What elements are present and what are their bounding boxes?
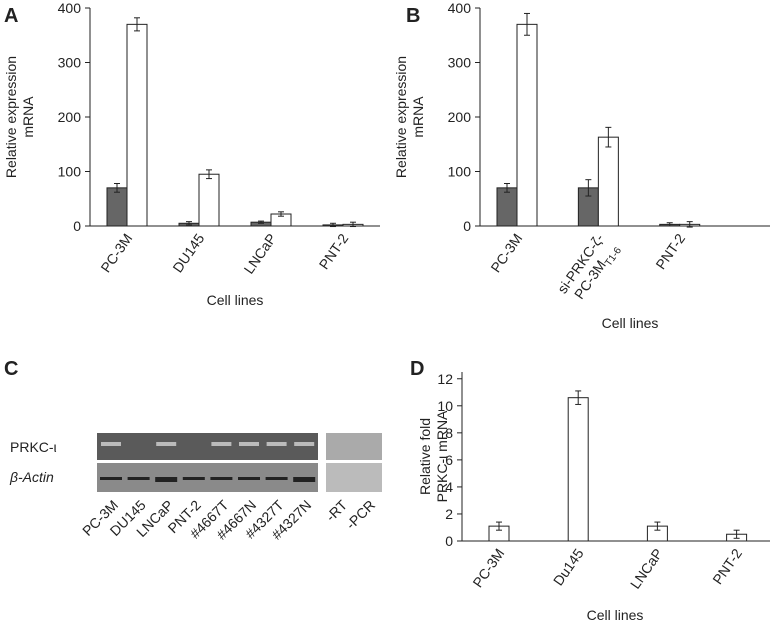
- bar: [516, 23, 538, 227]
- y-tick-label: 200: [448, 109, 472, 125]
- y-axis-label: Relative expressionmRNA: [3, 56, 36, 178]
- y-tick-label: 12: [437, 371, 453, 387]
- y-axis-label-line: Relative fold: [417, 418, 433, 495]
- x-tick-label: PNT-2: [652, 230, 688, 272]
- panel-letter: B: [406, 5, 420, 27]
- y-tick-label: 10: [437, 398, 453, 414]
- error-bar: [686, 221, 693, 228]
- bar: [567, 397, 589, 542]
- band: [211, 442, 232, 446]
- error-bar: [605, 126, 612, 148]
- y-tick-label: 200: [58, 109, 82, 125]
- y-tick-label: 300: [58, 55, 82, 71]
- y-tick-label: 6: [445, 452, 453, 468]
- x-tick-label: LNCaP: [240, 231, 279, 277]
- y-axis-label-line: Relative expression: [393, 56, 409, 178]
- x-tick-label: PC-3M: [469, 546, 507, 591]
- error-bar: [350, 221, 356, 228]
- gel-row: [326, 433, 382, 460]
- panel-letter: C: [4, 358, 18, 380]
- band: [239, 442, 259, 446]
- y-tick-label: 8: [445, 425, 453, 441]
- x-axis-label: Cell lines: [587, 607, 644, 623]
- band: [127, 477, 150, 480]
- panel-letter: A: [4, 5, 18, 27]
- x-tick-label: si-PRKC-ζ-PC-3MT1-6: [554, 230, 624, 308]
- band: [265, 477, 288, 480]
- y-tick-label: 100: [448, 164, 472, 180]
- y-tick-label: 2: [445, 506, 453, 522]
- y-axis-label-line: PRKC-ι mRNA: [434, 410, 450, 502]
- band: [266, 442, 287, 446]
- error-bar: [114, 182, 120, 193]
- error-bar: [504, 182, 510, 193]
- error-bar: [654, 521, 661, 531]
- error-bar: [496, 521, 502, 531]
- band: [182, 477, 205, 480]
- y-tick-label: 100: [58, 164, 82, 180]
- error-bar: [666, 222, 673, 227]
- error-bar: [330, 222, 336, 228]
- y-tick-label: 0: [73, 218, 81, 234]
- x-tick-label: PC-3M: [487, 231, 525, 276]
- y-axis-label: Relative expressionmRNA: [393, 56, 426, 178]
- error-bar: [585, 179, 592, 197]
- x-axis-label: Cell lines: [602, 315, 659, 331]
- gel-row: [97, 433, 318, 460]
- band: [101, 442, 121, 446]
- x-axis-label: Cell lines: [207, 292, 264, 308]
- x-tick-label: DU145: [169, 230, 207, 275]
- y-axis-label: Relative foldPRKC-ι mRNA: [417, 410, 450, 502]
- y-tick-label: 300: [448, 55, 472, 71]
- bar: [597, 136, 619, 227]
- gel-row-label: β-Actin: [9, 469, 54, 485]
- bar: [126, 23, 148, 227]
- panel-letter: D: [410, 358, 424, 380]
- band: [156, 442, 177, 446]
- x-tick-label: Du145: [550, 545, 587, 588]
- x-tick-label: PC-3M: [97, 231, 135, 276]
- x-tick-label: PNT-2: [316, 230, 352, 272]
- y-tick-label: 0: [463, 218, 471, 234]
- error-bar: [134, 17, 140, 32]
- error-bar: [258, 220, 264, 224]
- gel-row: [326, 463, 382, 492]
- bar: [106, 187, 128, 227]
- band: [100, 477, 122, 480]
- error-bar: [733, 529, 740, 539]
- band: [210, 477, 233, 480]
- y-tick-label: 4: [445, 479, 453, 495]
- y-axis-label-line: Relative expression: [3, 56, 19, 178]
- y-axis-label-line: mRNA: [410, 96, 426, 138]
- error-bar: [278, 211, 284, 217]
- y-tick-label: 400: [58, 0, 82, 16]
- lane-label: -PCR: [343, 497, 379, 533]
- band: [294, 442, 315, 446]
- bar: [496, 187, 518, 227]
- y-tick-label: 400: [448, 0, 472, 16]
- bar: [198, 173, 220, 227]
- x-tick-label-sub: T1-6: [603, 245, 624, 269]
- band: [155, 477, 178, 482]
- band: [293, 477, 316, 482]
- x-tick-label: PNT-2: [709, 545, 745, 587]
- x-tick-label: LNCaP: [627, 546, 666, 592]
- y-axis-label-line: mRNA: [20, 96, 36, 138]
- error-bar: [206, 169, 212, 180]
- gel-row-label: PRKC-ι: [10, 439, 57, 455]
- band: [238, 477, 260, 480]
- error-bar: [524, 12, 530, 36]
- error-bar: [575, 390, 582, 405]
- error-bar: [186, 221, 192, 226]
- y-tick-label: 0: [445, 533, 453, 549]
